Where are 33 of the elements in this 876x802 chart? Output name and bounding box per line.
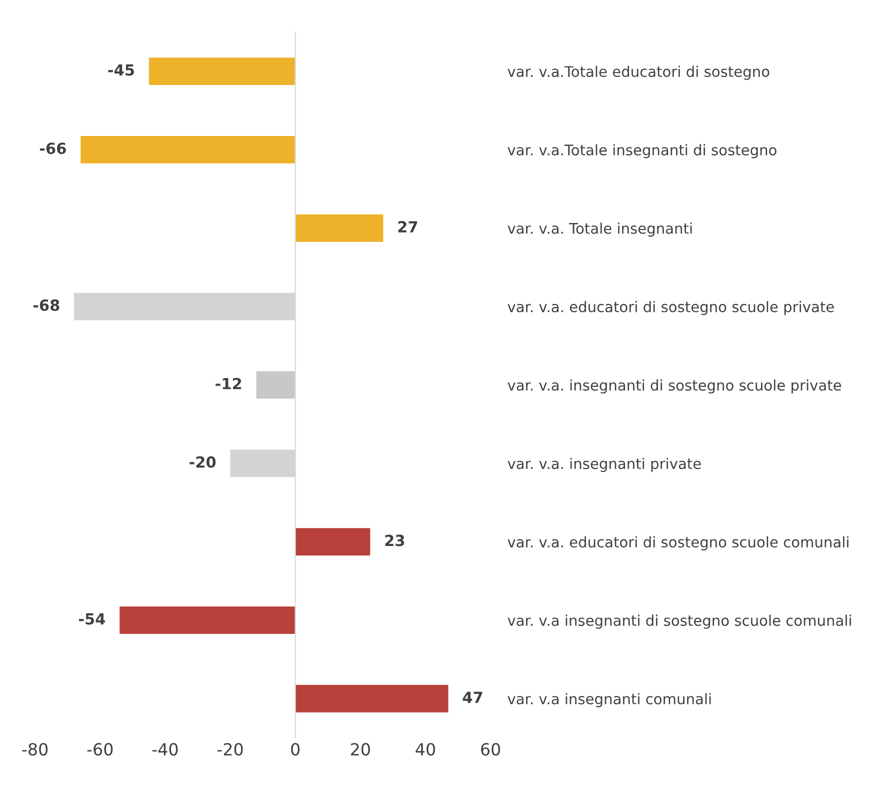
x-tick-label: -60 — [87, 742, 113, 756]
data-label: 23 — [385, 534, 404, 546]
bar — [295, 528, 370, 556]
bar — [148, 58, 296, 86]
x-tick-label: 60 — [481, 742, 500, 756]
y-tick-label: var. v.a insegnanti di sostegno scuole comunali — [508, 614, 851, 629]
data-label: -54 — [78, 613, 106, 625]
y-tick-label: var. v.a.Totale educatori di sostegno — [508, 66, 770, 80]
bar — [120, 606, 296, 634]
y-tick-label: var. v.a. Totale insegnanti — [508, 222, 692, 237]
bar — [80, 136, 296, 164]
data-label: -68 — [33, 299, 60, 311]
data-label: -12 — [216, 378, 242, 390]
x-tick-label: 20 — [351, 742, 370, 756]
data-label: 27 — [398, 221, 418, 232]
bar — [256, 371, 296, 399]
data-label: -66 — [40, 142, 66, 154]
y-tick-label: var. v.a. educatori di sostegno scuole comunali — [508, 536, 848, 550]
x-tick-label: -80 — [22, 742, 48, 756]
y-tick-label: var. v.a.Totale insegnanti di sostegno — [508, 144, 776, 158]
x-tick-label: 0 — [291, 742, 300, 756]
y-tick-label: var. v.a. insegnanti di sostegno scuole private — [508, 379, 842, 394]
x-tick-label: 40 — [416, 742, 435, 756]
bar — [295, 214, 384, 242]
y-tick-label: var. v.a insegnanti comunali — [508, 693, 711, 708]
x-tick-label: -20 — [217, 742, 243, 756]
bar — [295, 684, 448, 712]
data-label: -45 — [108, 64, 134, 76]
x-tick-label: -40 — [152, 742, 178, 756]
y-tick-label: var. v.a. insegnanti private — [508, 458, 701, 472]
data-label: 47 — [462, 692, 482, 703]
y-tick-label: var. v.a. educatori di sostegno scuole private — [508, 301, 834, 316]
data-label: -20 — [190, 456, 216, 468]
